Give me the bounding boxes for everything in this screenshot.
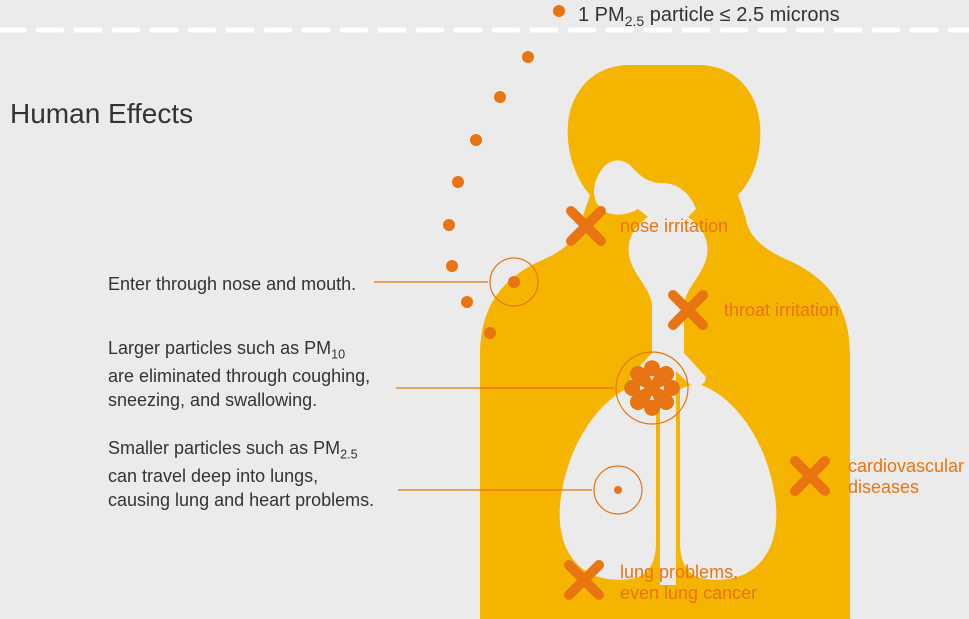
callout-larger-particles: Larger particles such as PM10are elimina… — [108, 336, 370, 412]
particle-dot — [494, 91, 506, 103]
callout-smaller-particles: Smaller particles such as PM2.5can trave… — [108, 436, 374, 512]
particle-dot — [446, 260, 458, 272]
callout-entry: Enter through nose and mouth. — [108, 272, 356, 296]
particle-dot — [452, 176, 464, 188]
effect-throat-label: throat irritation — [724, 300, 839, 321]
particle-dot — [470, 134, 482, 146]
human-silhouette — [480, 65, 850, 619]
effect-cardio-label: cardiovasculardiseases — [848, 456, 964, 497]
infographic-stage: Human Effects 1 PM2.5 particle ≤ 2.5 mic… — [0, 0, 969, 619]
effect-lung-label: lung problems,even lung cancer — [620, 562, 757, 603]
pm25-legend: 1 PM2.5 particle ≤ 2.5 microns — [578, 4, 840, 29]
particle-dot — [443, 219, 455, 231]
page-title: Human Effects — [10, 98, 193, 130]
particle-dot — [522, 51, 534, 63]
particle-dot — [484, 327, 496, 339]
effect-nose-label: nose irritation — [620, 216, 728, 237]
particle-dot — [553, 5, 565, 17]
particle-dot — [461, 296, 473, 308]
